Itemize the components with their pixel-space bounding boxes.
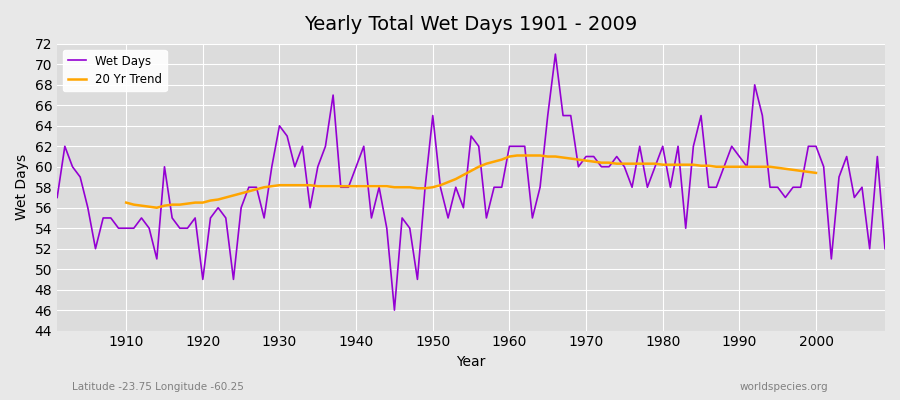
20 Yr Trend xyxy=(151,205,162,210)
Wet Days xyxy=(282,134,292,138)
Wet Days xyxy=(512,144,523,149)
20 Yr Trend xyxy=(512,153,523,158)
Wet Days xyxy=(328,93,338,98)
Wet Days xyxy=(879,246,890,251)
20 Yr Trend xyxy=(121,200,131,205)
20 Yr Trend xyxy=(803,170,814,174)
20 Yr Trend xyxy=(212,197,223,202)
20 Yr Trend xyxy=(718,164,729,169)
Wet Days xyxy=(504,144,515,149)
Y-axis label: Wet Days: Wet Days xyxy=(15,154,29,220)
Wet Days xyxy=(52,195,63,200)
Text: Latitude -23.75 Longitude -60.25: Latitude -23.75 Longitude -60.25 xyxy=(72,382,244,392)
20 Yr Trend xyxy=(290,183,301,188)
20 Yr Trend xyxy=(535,153,545,158)
20 Yr Trend xyxy=(305,183,316,188)
X-axis label: Year: Year xyxy=(456,355,486,369)
Title: Yearly Total Wet Days 1901 - 2009: Yearly Total Wet Days 1901 - 2009 xyxy=(304,15,638,34)
Line: 20 Yr Trend: 20 Yr Trend xyxy=(126,156,816,208)
Legend: Wet Days, 20 Yr Trend: Wet Days, 20 Yr Trend xyxy=(63,50,166,91)
Line: Wet Days: Wet Days xyxy=(58,54,885,310)
Wet Days xyxy=(389,308,400,312)
20 Yr Trend xyxy=(811,170,822,175)
Text: worldspecies.org: worldspecies.org xyxy=(740,382,828,392)
Wet Days xyxy=(113,226,124,230)
Wet Days xyxy=(611,154,622,159)
Wet Days xyxy=(550,52,561,56)
